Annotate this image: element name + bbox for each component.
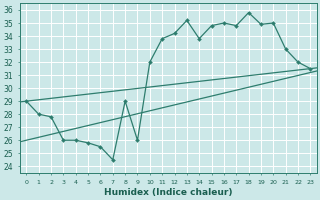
- X-axis label: Humidex (Indice chaleur): Humidex (Indice chaleur): [104, 188, 233, 197]
